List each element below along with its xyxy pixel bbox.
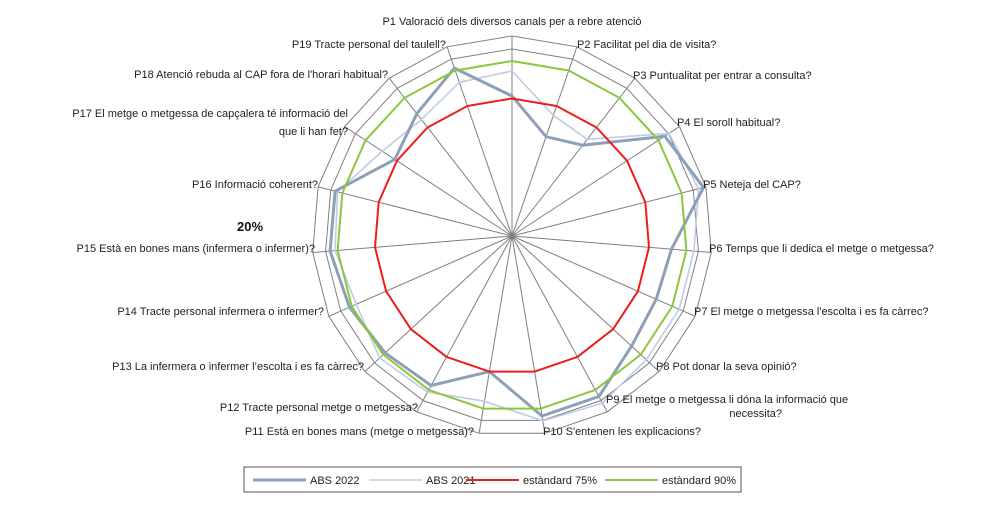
category-label-p18: P18 Atenció rebuda al CAP fora de l'hora… <box>134 69 388 81</box>
grid-spoke <box>511 235 660 372</box>
grid-spoke <box>317 186 513 237</box>
category-label-p12: P12 Tracte personal metge o metgessa? <box>220 402 418 414</box>
category-label-p6: P6 Temps que li dedica el metge o metges… <box>709 243 934 255</box>
category-label-p2: P2 Facilitat pel dia de visita? <box>577 39 716 51</box>
chart-legend: ABS 2022 ABS 2021 estàndard 75% estàndard 9… <box>243 466 742 493</box>
legend-label-est-ndard-75: estàndard 75% <box>523 475 597 487</box>
category-label-p11: P11 Està en bones mans (metge o metgessa… <box>245 426 474 438</box>
grid-spoke <box>328 235 513 317</box>
category-label-p17-line1: P17 El metge o metgessa de capçalera té … <box>72 108 348 120</box>
grid-spoke <box>364 235 513 372</box>
legend-label-abs-2022: ABS 2022 <box>310 475 360 487</box>
category-label-p7: P7 El metge o metgessa l'escolta i es fa… <box>694 306 928 318</box>
grid-spoke <box>511 77 636 237</box>
category-label-p17-line2: que li han fet? <box>279 126 348 138</box>
grid-spoke <box>344 126 513 237</box>
category-label-p10: P10 S'entenen les explicacions? <box>543 426 701 438</box>
series-line-abs-2022 <box>328 66 705 418</box>
grid-spoke <box>511 186 707 237</box>
category-label-p1: P1 Valoració dels diversos canals per a … <box>382 16 641 28</box>
category-labels: P1 Valoració dels diversos canals per a … <box>72 16 934 438</box>
category-label-p9-line2: necessita? <box>729 408 782 420</box>
legend-label-est-ndard-90: estàndard 90% <box>662 475 736 487</box>
grid-spoke <box>511 235 712 253</box>
grid-ring-outer <box>312 35 712 434</box>
grid-spoke <box>511 235 608 413</box>
radar-grid <box>312 35 712 434</box>
category-label-p8: P8 Pot donar la seva opinió? <box>656 361 797 373</box>
grid-spoke <box>511 235 696 317</box>
category-label-p5: P5 Neteja del CAP? <box>703 179 801 191</box>
grid-spoke <box>478 235 513 434</box>
grid-spoke <box>511 126 680 237</box>
grid-spoke <box>388 77 513 237</box>
grid-spoke <box>416 235 513 413</box>
grid-spoke <box>511 235 546 434</box>
center-label: 20% <box>237 219 263 234</box>
grid-ring-inner <box>325 48 699 421</box>
category-label-p13: P13 La infermera o infermer l’escolta i … <box>112 361 364 373</box>
category-label-p9-line1: P9 El metge o metgessa li dóna la inform… <box>606 394 848 406</box>
center-label-bg <box>226 214 274 238</box>
category-label-p4: P4 El soroll habitual? <box>677 117 780 129</box>
category-label-p3: P3 Puntualitat per entrar a consulta? <box>633 70 812 82</box>
series-line-abs-2021 <box>334 70 700 422</box>
category-label-p15: P15 Està en bones mans (infermera o infe… <box>77 243 315 255</box>
series-line-est-ndard-90 <box>336 60 688 410</box>
category-label-p14: P14 Tracte personal infermera o infermer… <box>117 306 324 318</box>
grid-spoke <box>511 46 578 237</box>
grid-spoke <box>312 235 513 253</box>
legend-label-abs-2021: ABS 2021 <box>426 475 476 487</box>
category-label-p19: P19 Tracte personal del taulell? <box>292 39 446 51</box>
series-line-est-ndard-75 <box>374 97 650 373</box>
radar-series <box>328 60 705 422</box>
grid-spoke <box>446 46 513 237</box>
category-label-p16: P16 Informació coherent? <box>192 179 318 191</box>
